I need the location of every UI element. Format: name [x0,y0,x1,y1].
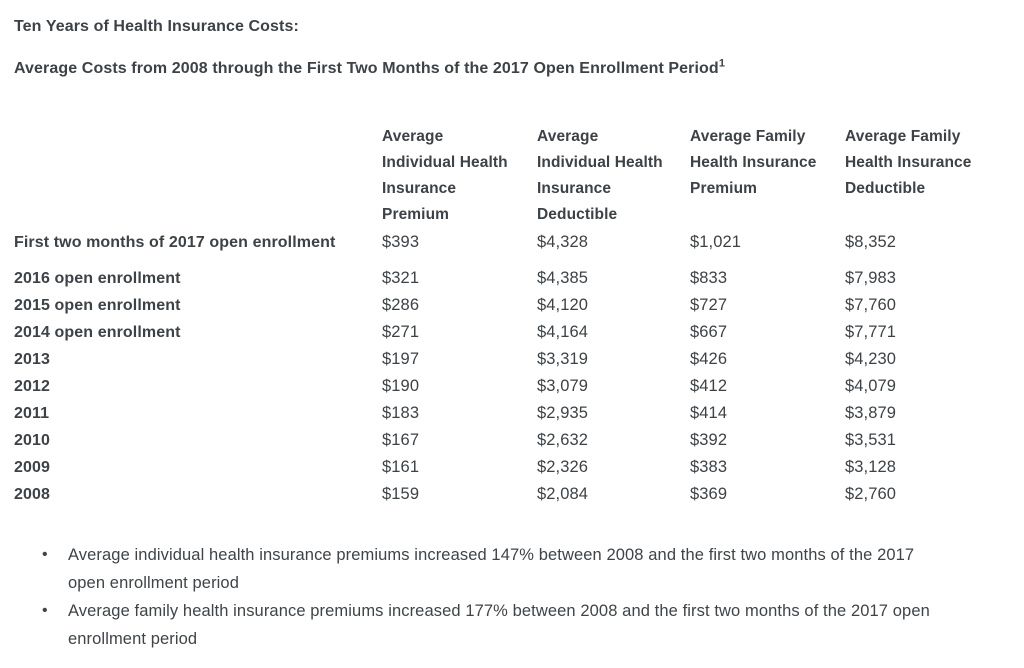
col-header-family-deductible: Average Family Health Insurance Deductib… [845,124,1010,228]
col-header-individual-deductible: Average Individual Health Insurance Dedu… [537,124,690,228]
table-cell: $833 [690,269,728,287]
table-row: 2010 $167 $2,632 $392 $3,531 [14,427,1010,454]
header-line: Deductible [537,206,618,223]
table-cell: $4,328 [537,233,589,251]
header-line: Health Insurance [845,154,972,171]
header-line: Average [382,128,444,145]
table-cell: $8,352 [845,233,897,251]
table-cell: $3,128 [845,458,897,476]
row-label: 2008 [14,485,50,503]
table-row: 2011 $183 $2,935 $414 $3,879 [14,400,1010,427]
table-header: Average Individual Health Insurance Prem… [14,124,1010,228]
header-line: Deductible [845,180,926,197]
table-row: 2008 $159 $2,084 $369 $2,760 [14,481,1010,508]
table-cell: $3,079 [537,377,589,395]
table-cell: $412 [690,377,728,395]
table-cell: $392 [690,431,728,449]
table-cell: $2,760 [845,485,897,503]
row-label: 2013 [14,350,50,368]
table-cell: $197 [382,350,420,368]
table-row: 2013 $197 $3,319 $426 $4,230 [14,346,1010,373]
table-row: 2012 $190 $3,079 $412 $4,079 [14,373,1010,400]
table-body: First two months of 2017 open enrollment… [14,228,1010,508]
row-label: 2016 open enrollment [14,269,181,287]
table-cell: $7,983 [845,269,897,287]
page-subtitle-text: Average Costs from 2008 through the Firs… [14,60,719,77]
bullet-icon: • [42,602,48,619]
row-label: 2011 [14,404,50,422]
table-row: 2016 open enrollment $321 $4,385 $833 $7… [14,265,1010,292]
table-cell: $161 [382,458,420,476]
header-line: Health Insurance [690,154,817,171]
list-item: • Average individual health insurance pre… [42,541,948,597]
table-cell: $3,531 [845,431,897,449]
table-cell: $271 [382,323,420,341]
table-cell: $183 [382,404,420,422]
footnote-reference: 1 [718,57,726,70]
table-cell: $2,084 [537,485,589,503]
header-line: Insurance [537,180,612,197]
table-cell: $426 [690,350,728,368]
bullet-icon: • [42,546,48,563]
bullet-text: Average family health insurance premiums… [68,602,930,648]
table-cell: $190 [382,377,420,395]
table-cell: $1,021 [690,233,742,251]
table-cell: $4,164 [537,323,589,341]
row-label: 2010 [14,431,50,449]
row-label: 2014 open enrollment [14,323,181,341]
table-cell: $4,385 [537,269,589,287]
header-line: Individual Health [382,154,508,171]
table-cell: $369 [690,485,728,503]
table-cell: $167 [382,431,420,449]
header-line: Premium [382,206,450,223]
col-header-family-premium: Average Family Health Insurance Premium [690,124,845,228]
table-cell: $2,326 [537,458,589,476]
col-header-empty [14,124,382,228]
page-subtitle: Average Costs from 2008 through the Firs… [14,57,1010,79]
table-cell: $321 [382,269,420,287]
table-cell: $2,935 [537,404,589,422]
row-label: 2009 [14,458,50,476]
page-title: Ten Years of Health Insurance Costs: [14,18,299,35]
header-line: Average [537,128,599,145]
table-cell: $3,319 [537,350,589,368]
table-cell: $667 [690,323,728,341]
table-cell: $3,879 [845,404,897,422]
bullet-text: Average individual health insurance prem… [68,546,915,592]
table-row: 2009 $161 $2,326 $383 $3,128 [14,454,1010,481]
table-cell: $4,230 [845,350,897,368]
table-cell: $159 [382,485,420,503]
row-label: First two months of 2017 open enrollment [14,233,336,251]
table-cell: $383 [690,458,728,476]
header-line: Premium [690,180,758,197]
header-line: Average Family [690,128,806,145]
row-label: 2015 open enrollment [14,296,181,314]
table-cell: $4,079 [845,377,897,395]
table-cell: $727 [690,296,728,314]
table-cell: $414 [690,404,728,422]
list-item: • Average family health insurance premium… [42,597,948,653]
table-cell: $7,771 [845,323,897,341]
table-row: First two months of 2017 open enrollment… [14,228,1010,265]
header-line: Average Family [845,128,961,145]
table-cell: $7,760 [845,296,897,314]
col-header-individual-premium: Average Individual Health Insurance Prem… [382,124,537,228]
table-cell: $286 [382,296,420,314]
table-cell: $4,120 [537,296,589,314]
table-cell: $393 [382,233,420,251]
takeaway-bullet-list: • Average individual health insurance pre… [14,541,1010,653]
table-cell: $2,632 [537,431,589,449]
header-line: Insurance [382,180,457,197]
header-line: Individual Health [537,154,663,171]
insurance-costs-table: Average Individual Health Insurance Prem… [14,124,1010,508]
row-label: 2012 [14,377,50,395]
table-row: 2014 open enrollment $271 $4,164 $667 $7… [14,319,1010,346]
table-row: 2015 open enrollment $286 $4,120 $727 $7… [14,292,1010,319]
